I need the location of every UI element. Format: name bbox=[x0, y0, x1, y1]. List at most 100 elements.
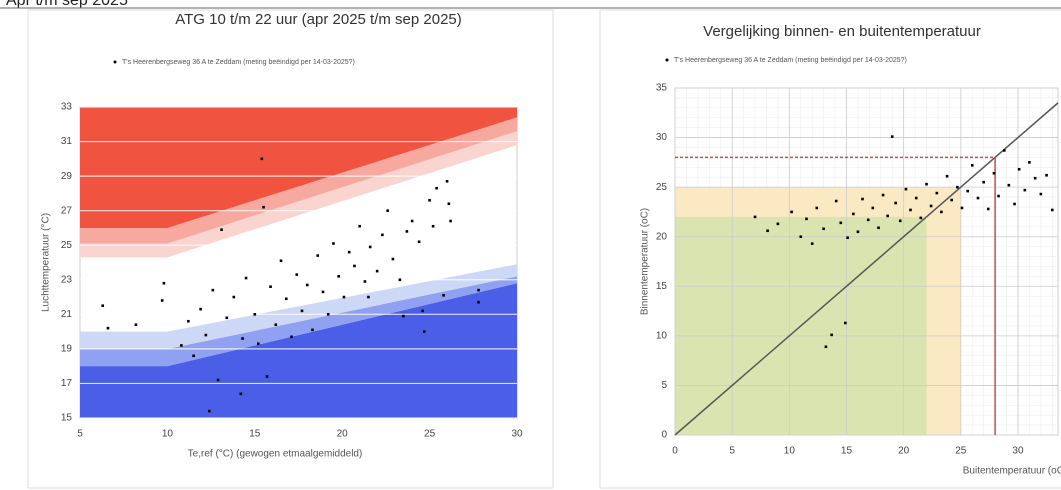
point bbox=[810, 242, 814, 245]
y-axis-label: Luchttemperatuur (°C) bbox=[41, 213, 52, 312]
y-tick-label: 29 bbox=[61, 171, 73, 182]
point bbox=[815, 206, 819, 210]
legend-marker bbox=[665, 58, 669, 62]
x-tick-label: 15 bbox=[249, 429, 261, 440]
point bbox=[134, 323, 138, 326]
point bbox=[367, 295, 370, 299]
x-tick-label: 30 bbox=[511, 429, 523, 440]
comfort-band bbox=[80, 264, 517, 349]
point bbox=[940, 210, 943, 214]
x-tick-label: 20 bbox=[898, 446, 910, 457]
point bbox=[877, 226, 880, 230]
point bbox=[199, 307, 202, 311]
y-tick-label: 15 bbox=[656, 281, 668, 292]
point bbox=[106, 326, 110, 330]
point bbox=[239, 392, 243, 396]
point bbox=[431, 224, 435, 228]
point bbox=[208, 409, 211, 413]
point bbox=[970, 164, 974, 167]
point bbox=[332, 242, 335, 245]
point bbox=[391, 257, 395, 261]
point bbox=[311, 328, 314, 332]
x-tick-label: 5 bbox=[729, 446, 735, 457]
point bbox=[1033, 176, 1037, 180]
point bbox=[381, 233, 384, 237]
point bbox=[290, 335, 293, 339]
point bbox=[204, 333, 208, 337]
point bbox=[363, 280, 367, 283]
point bbox=[295, 273, 299, 276]
point bbox=[986, 207, 990, 211]
comfort-band bbox=[80, 283, 517, 418]
point bbox=[861, 197, 864, 201]
point bbox=[1013, 202, 1016, 206]
point bbox=[799, 235, 803, 239]
point bbox=[839, 221, 843, 225]
point bbox=[162, 281, 166, 285]
point bbox=[445, 179, 449, 183]
point bbox=[256, 342, 260, 346]
point bbox=[421, 309, 424, 313]
point bbox=[1002, 149, 1006, 152]
point bbox=[398, 278, 402, 282]
point bbox=[766, 229, 769, 233]
point bbox=[919, 216, 923, 220]
point bbox=[894, 201, 897, 205]
x-tick-label: 15 bbox=[841, 446, 853, 457]
point bbox=[187, 319, 190, 323]
point bbox=[260, 157, 264, 161]
point bbox=[846, 236, 849, 240]
point bbox=[1039, 192, 1043, 196]
point bbox=[386, 209, 389, 212]
x-tick-label: 5 bbox=[77, 429, 83, 440]
point bbox=[950, 198, 953, 202]
point bbox=[447, 202, 451, 206]
point bbox=[449, 219, 452, 223]
point bbox=[945, 174, 949, 178]
point bbox=[822, 227, 825, 231]
point bbox=[265, 375, 269, 378]
point bbox=[274, 323, 278, 326]
point bbox=[326, 313, 330, 316]
point bbox=[375, 269, 379, 273]
point bbox=[1050, 208, 1054, 212]
x-tick-label: 10 bbox=[784, 446, 796, 457]
point bbox=[852, 212, 855, 216]
point bbox=[262, 205, 265, 209]
point bbox=[405, 230, 409, 233]
x-axis-label: Buitentemperatuur (oC) bbox=[963, 466, 1061, 477]
point bbox=[982, 180, 985, 184]
page-title: Apr t/m sep 2025 bbox=[6, 0, 128, 9]
point bbox=[844, 321, 847, 325]
y-tick-label: 0 bbox=[661, 430, 667, 441]
point bbox=[342, 295, 346, 299]
y-axis-label: Binnentemperatuur (oC) bbox=[640, 208, 651, 315]
point bbox=[244, 276, 248, 280]
point bbox=[909, 208, 912, 212]
point bbox=[1045, 173, 1048, 177]
point bbox=[960, 206, 964, 210]
y-tick-label: 20 bbox=[656, 231, 668, 242]
point bbox=[881, 193, 885, 197]
point bbox=[1023, 188, 1027, 192]
point bbox=[423, 330, 426, 333]
y-tick-label: 31 bbox=[61, 136, 73, 147]
point bbox=[914, 196, 918, 200]
point bbox=[232, 295, 236, 299]
point bbox=[300, 309, 304, 313]
point bbox=[316, 254, 320, 257]
point bbox=[477, 288, 480, 292]
y-tick-label: 27 bbox=[61, 205, 73, 216]
point bbox=[866, 218, 870, 222]
y-tick-label: 19 bbox=[61, 344, 73, 355]
y-tick-label: 17 bbox=[61, 378, 73, 389]
point bbox=[805, 217, 808, 221]
point bbox=[886, 214, 889, 218]
legend-label: T's Heerenbergseweg 36 A te Zeddam (meti… bbox=[122, 59, 355, 66]
x-tick-label: 25 bbox=[955, 446, 967, 457]
y-tick-label: 30 bbox=[656, 132, 668, 143]
point bbox=[976, 196, 980, 200]
point bbox=[216, 378, 220, 382]
x-tick-label: 25 bbox=[424, 429, 436, 440]
reference-line bbox=[674, 102, 1059, 436]
